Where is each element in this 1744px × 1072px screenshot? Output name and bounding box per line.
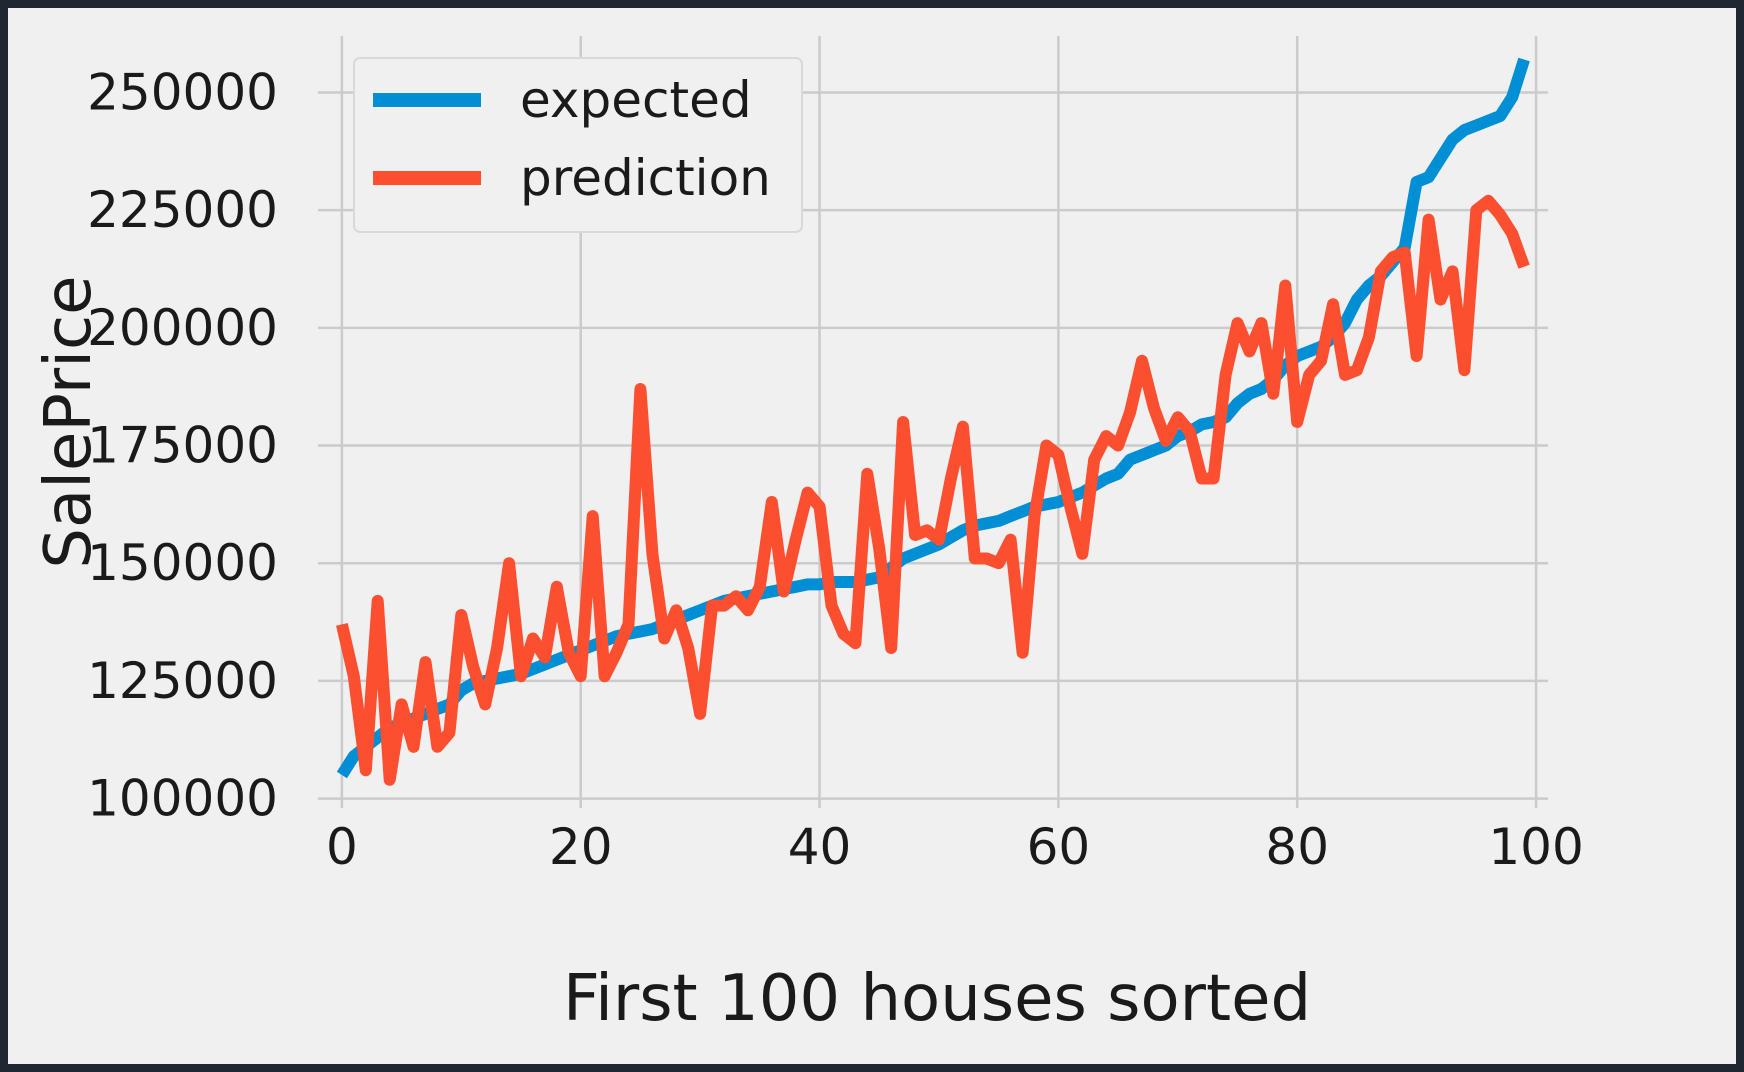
y-tick-label: 125000 <box>87 652 278 710</box>
x-tick-label: 0 <box>326 818 358 876</box>
y-tick-label: 200000 <box>87 299 278 357</box>
line-chart: 100000 125000 150000 175000 200000 225000 2500… <box>32 36 1584 1036</box>
y-tick-label: 225000 <box>87 181 278 239</box>
x-tick-label: 60 <box>1027 818 1091 876</box>
legend: expected prediction <box>353 57 803 233</box>
x-axis-label: First 100 houses sorted <box>563 962 1311 1036</box>
series-lines <box>336 57 1530 786</box>
x-tick-label: 100 <box>1488 818 1583 876</box>
x-tick-labels: 0 20 40 60 80 100 <box>326 818 1584 876</box>
y-tick-label: 100000 <box>87 770 278 828</box>
legend-label-prediction: prediction <box>520 149 771 207</box>
legend-label-expected: expected <box>520 71 752 129</box>
y-tick-label: 250000 <box>87 63 278 121</box>
y-tick-labels: 100000 125000 150000 175000 200000 225000 2500… <box>87 63 278 827</box>
y-axis-label: SalePrice <box>32 275 106 568</box>
y-tick-label: 150000 <box>87 534 278 592</box>
series-line-prediction <box>336 194 1530 786</box>
x-tick-label: 80 <box>1265 818 1329 876</box>
chart-figure: 100000 125000 150000 175000 200000 225000 2500… <box>8 8 1736 1064</box>
y-tick-label: 175000 <box>87 417 278 475</box>
x-tick-label: 20 <box>549 818 613 876</box>
x-tick-label: 40 <box>788 818 852 876</box>
